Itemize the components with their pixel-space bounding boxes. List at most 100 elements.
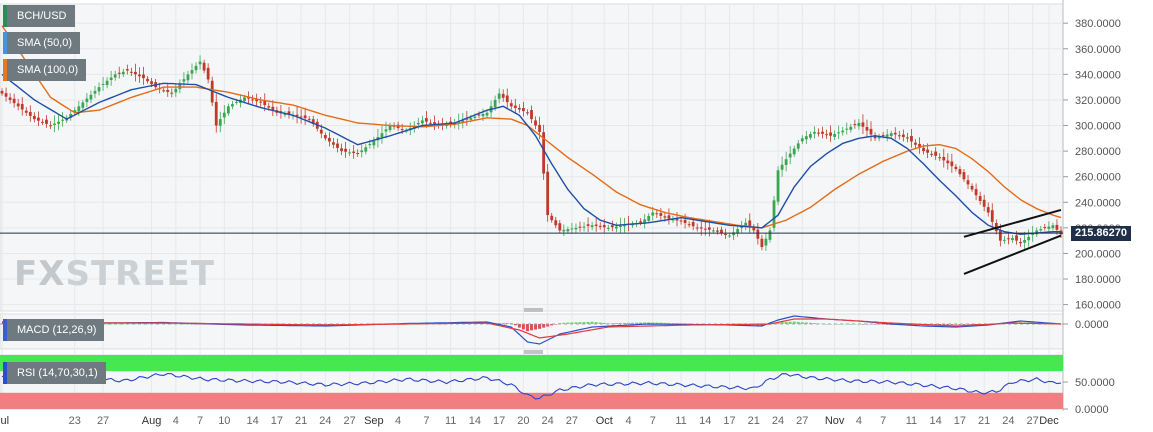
candle-body — [194, 65, 198, 71]
macd-bar — [760, 324, 764, 326]
candle-body — [433, 122, 436, 125]
candle-body — [348, 152, 352, 154]
candle-body — [776, 170, 780, 202]
macd-bar — [837, 324, 841, 325]
macd-bar — [546, 324, 550, 327]
candle-body — [582, 226, 586, 228]
x-tick-label: 27 — [97, 415, 109, 427]
candle-body — [368, 144, 372, 146]
candle-body — [784, 159, 788, 165]
candle-body — [323, 135, 327, 139]
candle-body — [602, 225, 606, 228]
x-tick-label: 23 — [69, 415, 81, 427]
macd-bar — [885, 324, 889, 325]
macd-bar — [594, 322, 598, 324]
macd-bar — [800, 322, 804, 324]
y-tick-label: 240.0000 — [1075, 197, 1121, 209]
macd-bar — [659, 322, 663, 324]
macd-bar — [146, 323, 150, 325]
candle-body — [687, 224, 691, 226]
y-tick-label: 320.0000 — [1075, 95, 1121, 107]
macd-bar — [554, 324, 558, 325]
candle-body — [129, 71, 133, 73]
trendline — [963, 208, 1062, 238]
sma100-legend[interactable]: SMA (100,0) — [3, 59, 87, 81]
candle-body — [28, 111, 32, 116]
x-tick-label: 20 — [517, 415, 529, 427]
macd-bar — [639, 322, 643, 324]
sma50-legend[interactable]: SMA (50,0) — [3, 32, 81, 54]
candle-body — [231, 104, 234, 107]
instrument-label[interactable]: BCH/USD — [3, 5, 75, 27]
candle-body — [307, 118, 311, 120]
current-price-tag: 215.86270 — [1071, 226, 1131, 241]
candle-body — [570, 228, 574, 230]
candle-body — [146, 78, 149, 82]
candle-body — [1023, 240, 1027, 243]
rsi-legend[interactable]: RSI (14,70,30,1) — [3, 362, 106, 384]
candle-body — [873, 135, 877, 139]
candle-body — [235, 101, 238, 103]
candle-body — [550, 215, 554, 221]
candle-body — [174, 88, 178, 93]
candle-body — [667, 215, 671, 219]
candle-body — [861, 122, 865, 127]
candle-body — [263, 100, 267, 106]
candle-body — [990, 210, 994, 222]
macd-bar — [141, 323, 145, 325]
macd-bar — [877, 324, 881, 325]
macd-bar — [614, 323, 618, 324]
candle-body — [372, 140, 376, 146]
candle-body — [651, 212, 655, 216]
macd-bar — [950, 324, 954, 325]
candle-body — [821, 131, 824, 134]
candle-body — [134, 71, 137, 75]
macd-bar — [538, 324, 542, 329]
candle-body — [748, 220, 752, 227]
candle-body — [877, 137, 881, 139]
candle-body — [109, 77, 113, 80]
candle-body — [481, 114, 485, 117]
candle-body — [517, 107, 521, 110]
macd-bar — [521, 324, 525, 330]
candle-body — [166, 89, 170, 92]
candle-body — [534, 120, 537, 126]
macd-bar — [513, 324, 517, 326]
candle-body — [934, 151, 938, 156]
candle-body — [724, 233, 727, 235]
macd-bar — [796, 321, 800, 324]
candle-body — [901, 134, 905, 138]
x-tick-label: Dec — [1039, 415, 1059, 427]
macd-legend[interactable]: MACD (12,26,9) — [3, 319, 105, 341]
candle-body — [1011, 238, 1014, 241]
candle-body — [788, 153, 792, 158]
candle-body — [691, 221, 695, 227]
candle-body — [380, 133, 384, 138]
candle-body — [340, 148, 343, 152]
candle-body — [429, 122, 432, 124]
candle-body — [1015, 235, 1018, 241]
candle-body — [214, 101, 218, 126]
grid-lines — [0, 4, 1063, 409]
candle-body — [837, 132, 841, 134]
candle-body — [942, 156, 946, 161]
macd-bar — [582, 322, 586, 324]
candle-body — [679, 220, 683, 222]
candle-body — [352, 151, 356, 154]
candle-body — [554, 220, 558, 226]
candle-body — [974, 189, 978, 196]
macd-bar — [121, 323, 125, 325]
candle-body — [736, 229, 740, 234]
candle-body — [800, 138, 804, 142]
candle-body — [598, 225, 602, 227]
candle-body — [1007, 238, 1010, 240]
macd-bar — [598, 322, 602, 324]
macd-bar — [792, 321, 796, 324]
x-tick-label: 7 — [197, 415, 203, 427]
candle-body — [546, 171, 550, 216]
candle-body — [857, 122, 861, 127]
candle-body — [509, 103, 513, 107]
macd-bar — [655, 322, 659, 324]
candle-body — [772, 200, 776, 228]
macd-bar — [194, 324, 198, 325]
